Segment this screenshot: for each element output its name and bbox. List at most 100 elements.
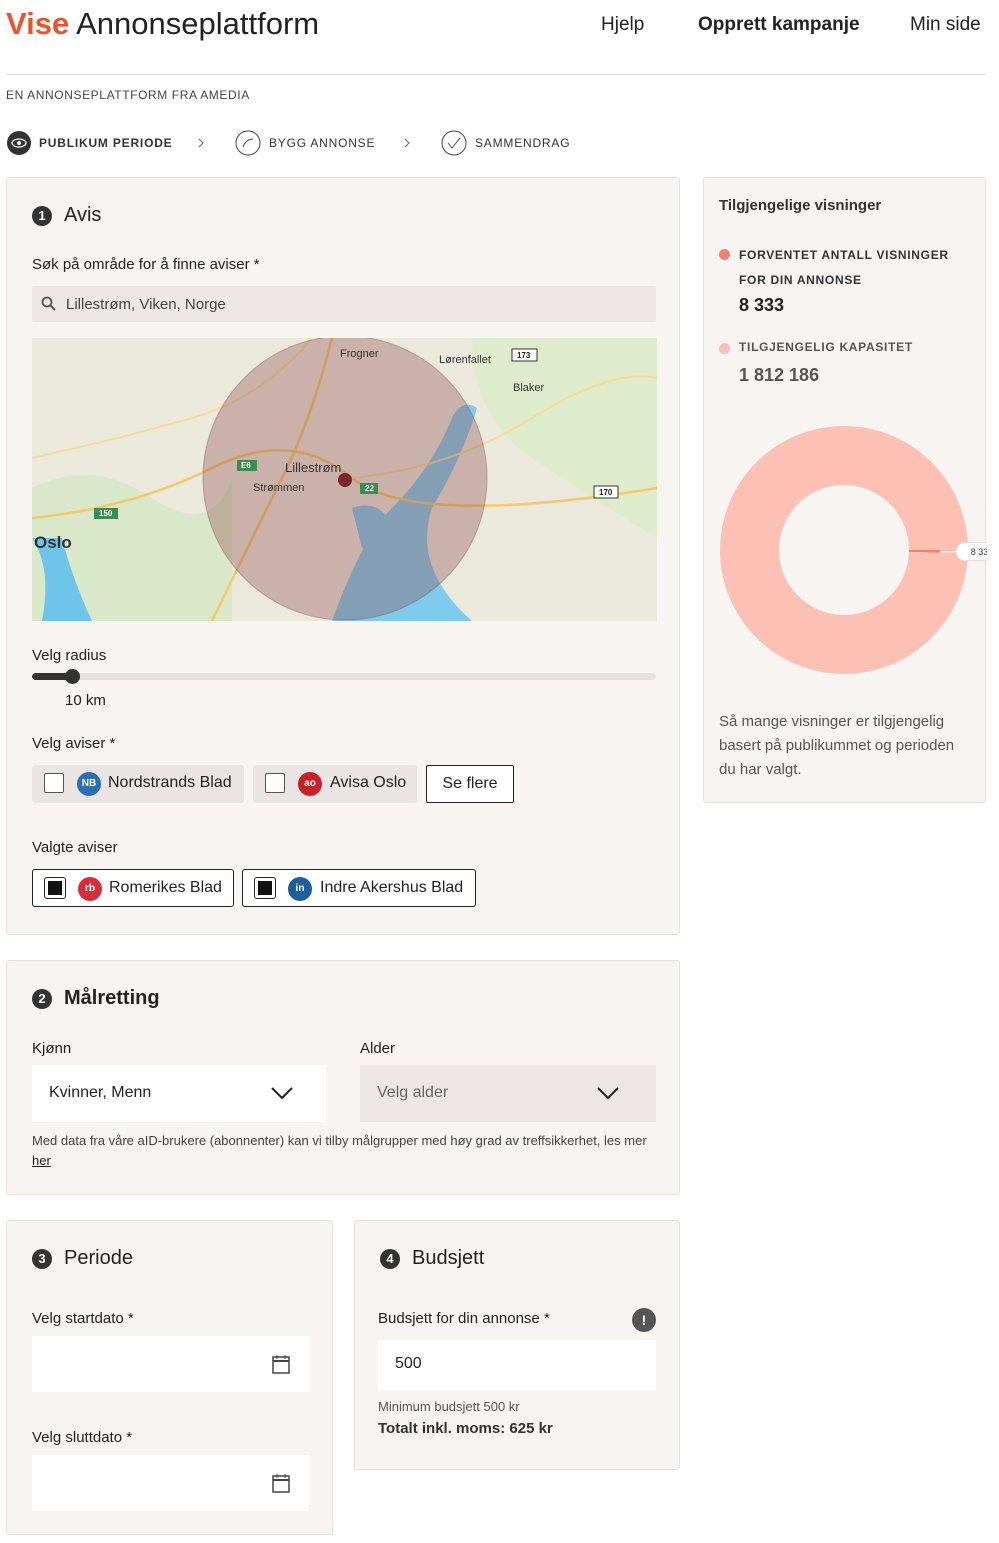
card-title: Målretting [64,987,160,1009]
card-budsjett: 4 Budsjett Budsjett for din annonse * ! … [354,1220,680,1470]
road-shield [593,485,619,499]
step-number: 2 [32,989,52,1009]
legend-value: 1 812 186 [739,365,820,385]
legend-dot [719,343,730,354]
gender-select[interactable]: Kvinner, Menn [32,1065,326,1122]
road-shield [237,460,257,471]
hint: Minimum budsjett 500 kr [378,1399,520,1414]
more-button[interactable]: Se flere [426,765,514,803]
newspaper-name: Avisa Oslo [330,774,407,791]
card-periode: 3 Periode Velg startdato * Velg sluttdat… [6,1220,333,1535]
newspaper-logo: NB [77,772,101,796]
select-value: Kvinner, Menn [49,1084,152,1101]
selected-newspaper[interactable]: rb Romerikes Blad [32,869,234,907]
field-label: Velg radius [32,647,107,664]
field-label: Velg sluttdato * [32,1429,133,1446]
map-label: Blaker [513,382,545,394]
card-title: Budsjett [412,1247,485,1269]
newspaper-name: Indre Akershus Blad [320,879,464,896]
checkbox[interactable] [44,773,64,793]
search-value: Lillestrøm, Viken, Norge [66,296,226,313]
input-value: 500 [395,1355,422,1372]
map-label: Lørenfallet [439,354,491,366]
checkbox[interactable] [254,877,276,899]
nav-link[interactable]: Min side [910,14,981,35]
newspaper-logo: ao [298,772,322,796]
chevron [597,1087,619,1100]
step-number: 4 [380,1249,400,1269]
newspaper-logo: in [288,877,312,901]
map-label: E6 [241,461,251,470]
road-shield [511,348,538,362]
card-title: Periode [64,1247,133,1269]
slider-track[interactable] [32,673,656,680]
step-number: 1 [32,206,52,226]
map-label: 170 [599,488,613,497]
newspaper-option[interactable]: NB Nordstrands Blad [32,765,244,803]
legend-dot [719,249,730,260]
slider-fill [32,673,72,680]
field-label: Velg startdato * [32,1310,134,1327]
date-input[interactable] [32,1455,309,1511]
select-placeholder: Velg alder [377,1084,449,1101]
road-shield [360,483,378,494]
note-text: Med data fra våre aID-brukere (abonnente… [32,1133,647,1148]
map-label: 173 [517,351,531,360]
data-label-box [955,542,987,562]
field-label: Valgte aviser [32,839,118,856]
legend-label: TILGJENGELIG KAPASITET [739,340,913,354]
checkbox[interactable] [265,773,285,793]
note: Med data fra våre aID-brukere (abonnente… [32,1131,652,1171]
field-label: Velg aviser * [32,735,116,752]
age-select[interactable]: Velg alder [360,1065,656,1122]
slider-thumb[interactable] [65,669,80,684]
calendar-icon [272,1355,290,1374]
logo[interactable]: Vise Annonseplattform [6,6,319,42]
nav-link[interactable]: Opprett kampanje [698,14,860,35]
map-label: Lillestrøm [285,460,341,475]
donut-slice [720,426,968,675]
data-label: 8 333 [971,547,987,557]
step-number: 3 [32,1249,52,1269]
map[interactable]: Frogner Lørenfallet 173 Blaker E6 Lilles… [32,338,657,621]
map-label: Strømmen [253,482,304,494]
newspaper-option[interactable]: ao Avisa Oslo [253,765,417,803]
search-icon [41,296,56,311]
steps-icons [7,130,467,156]
checkbox[interactable] [44,877,66,899]
total: Totalt inkl. moms: 625 kr [378,1420,553,1437]
legend-value: 8 333 [739,295,785,315]
donut-chart: 8 333 [720,426,987,675]
nav-link[interactable]: Hjelp [601,14,645,35]
legend-label: FORVENTET ANTALL VISNINGER FOR DIN ANNON… [739,248,949,287]
step[interactable]: PUBLIKUM PERIODE [39,136,173,150]
card-avis: 1 Avis Søk på område for å finne aviser … [6,177,680,935]
search-input[interactable]: Lillestrøm, Viken, Norge [32,286,656,322]
sidebar: Tilgjengelige visninger FORVENTET ANTALL… [703,177,987,803]
map-label: Oslo [34,533,72,552]
step[interactable]: SAMMENDRAG [475,136,571,150]
chevron [271,1087,293,1100]
card-title: Avis [64,204,102,226]
newspaper-name: Romerikes Blad [109,879,222,896]
divider [6,74,986,75]
budget-input[interactable]: 500 [378,1340,656,1390]
date-input[interactable] [32,1336,309,1392]
field-label: Budsjett for din annonse * [378,1310,550,1327]
step[interactable]: BYGG ANNONSE [269,136,376,150]
map-label: 150 [99,509,113,518]
sidebar-note: Så mange visninger er tilgjengelig baser… [719,713,955,778]
field-label: Alder [360,1040,396,1057]
link[interactable]: her [32,1153,51,1168]
calendar-icon [272,1474,290,1493]
radius-value: 10 km [65,692,106,709]
tagline: EN ANNONSEPLATTFORM FRA AMEDIA [6,88,250,102]
selected-newspaper[interactable]: in Indre Akershus Blad [242,869,476,907]
newspaper-name: Nordstrands Blad [108,774,232,791]
info-icon[interactable]: ! [632,1308,656,1332]
field-label: Kjønn [32,1040,72,1057]
product: Annonseplattform [76,6,320,41]
brand: Vise [6,6,70,41]
road-shield [94,508,118,519]
